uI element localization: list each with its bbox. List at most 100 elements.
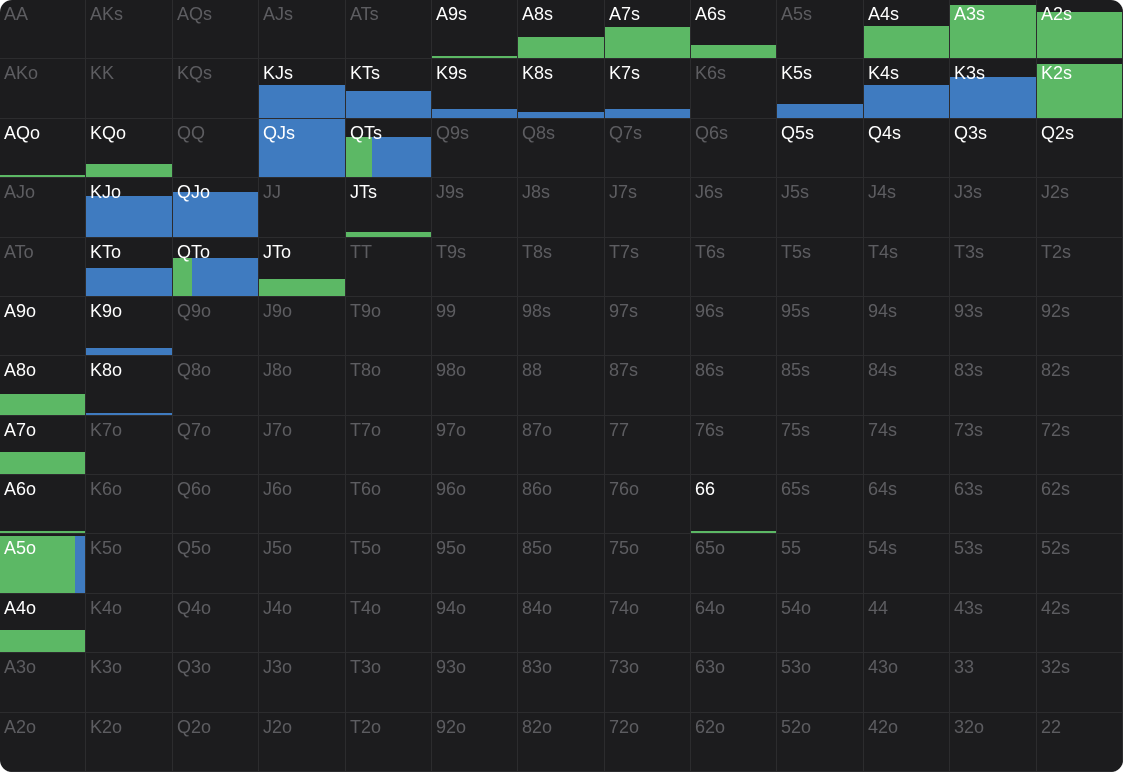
hand-cell-k3s[interactable]: K3s [950, 59, 1037, 119]
hand-cell-t4o[interactable]: T4o [346, 594, 432, 653]
hand-cell-qts[interactable]: QTs [346, 119, 432, 178]
hand-cell-j7s[interactable]: J7s [605, 178, 691, 238]
hand-cell-97s[interactable]: 97s [605, 297, 691, 356]
hand-cell-q7o[interactable]: Q7o [173, 416, 259, 475]
hand-cell-t7o[interactable]: T7o [346, 416, 432, 475]
hand-cell-kjo[interactable]: KJo [86, 178, 173, 238]
hand-cell-53o[interactable]: 53o [777, 653, 864, 713]
hand-cell-96s[interactable]: 96s [691, 297, 777, 356]
hand-cell-62s[interactable]: 62s [1037, 475, 1123, 534]
hand-cell-jts[interactable]: JTs [346, 178, 432, 238]
hand-cell-32s[interactable]: 32s [1037, 653, 1123, 713]
hand-cell-54s[interactable]: 54s [864, 534, 950, 594]
hand-cell-85o[interactable]: 85o [518, 534, 605, 594]
hand-cell-93s[interactable]: 93s [950, 297, 1037, 356]
hand-cell-aqs[interactable]: AQs [173, 0, 259, 59]
hand-cell-65o[interactable]: 65o [691, 534, 777, 594]
hand-cell-52o[interactable]: 52o [777, 713, 864, 772]
hand-cell-a5s[interactable]: A5s [777, 0, 864, 59]
hand-cell-84s[interactable]: 84s [864, 356, 950, 416]
hand-cell-jj[interactable]: JJ [259, 178, 346, 238]
hand-cell-q9s[interactable]: Q9s [432, 119, 518, 178]
hand-cell-t8o[interactable]: T8o [346, 356, 432, 416]
hand-cell-k8o[interactable]: K8o [86, 356, 173, 416]
hand-cell-54o[interactable]: 54o [777, 594, 864, 653]
hand-cell-k5s[interactable]: K5s [777, 59, 864, 119]
hand-cell-q6o[interactable]: Q6o [173, 475, 259, 534]
hand-cell-86o[interactable]: 86o [518, 475, 605, 534]
hand-cell-66[interactable]: 66 [691, 475, 777, 534]
hand-cell-q2s[interactable]: Q2s [1037, 119, 1123, 178]
hand-cell-j9s[interactable]: J9s [432, 178, 518, 238]
hand-cell-q2o[interactable]: Q2o [173, 713, 259, 772]
hand-cell-a8s[interactable]: A8s [518, 0, 605, 59]
hand-cell-t2o[interactable]: T2o [346, 713, 432, 772]
hand-cell-t9o[interactable]: T9o [346, 297, 432, 356]
hand-cell-t7s[interactable]: T7s [605, 238, 691, 297]
hand-cell-q7s[interactable]: Q7s [605, 119, 691, 178]
hand-cell-j6o[interactable]: J6o [259, 475, 346, 534]
hand-cell-k9o[interactable]: K9o [86, 297, 173, 356]
hand-cell-j7o[interactable]: J7o [259, 416, 346, 475]
hand-cell-j5s[interactable]: J5s [777, 178, 864, 238]
hand-cell-72s[interactable]: 72s [1037, 416, 1123, 475]
hand-cell-t5o[interactable]: T5o [346, 534, 432, 594]
hand-cell-k6o[interactable]: K6o [86, 475, 173, 534]
hand-cell-a9s[interactable]: A9s [432, 0, 518, 59]
hand-cell-t8s[interactable]: T8s [518, 238, 605, 297]
hand-cell-a6s[interactable]: A6s [691, 0, 777, 59]
hand-cell-43o[interactable]: 43o [864, 653, 950, 713]
hand-cell-94s[interactable]: 94s [864, 297, 950, 356]
hand-cell-74o[interactable]: 74o [605, 594, 691, 653]
hand-cell-kk[interactable]: KK [86, 59, 173, 119]
hand-cell-q9o[interactable]: Q9o [173, 297, 259, 356]
hand-cell-44[interactable]: 44 [864, 594, 950, 653]
hand-cell-a6o[interactable]: A6o [0, 475, 86, 534]
hand-cell-55[interactable]: 55 [777, 534, 864, 594]
hand-cell-96o[interactable]: 96o [432, 475, 518, 534]
hand-cell-a5o[interactable]: A5o [0, 534, 86, 594]
hand-cell-76s[interactable]: 76s [691, 416, 777, 475]
hand-cell-kqs[interactable]: KQs [173, 59, 259, 119]
hand-cell-87s[interactable]: 87s [605, 356, 691, 416]
hand-cell-72o[interactable]: 72o [605, 713, 691, 772]
hand-cell-j8o[interactable]: J8o [259, 356, 346, 416]
hand-cell-73o[interactable]: 73o [605, 653, 691, 713]
hand-cell-94o[interactable]: 94o [432, 594, 518, 653]
hand-cell-77[interactable]: 77 [605, 416, 691, 475]
hand-cell-a7s[interactable]: A7s [605, 0, 691, 59]
hand-cell-k3o[interactable]: K3o [86, 653, 173, 713]
hand-cell-ato[interactable]: ATo [0, 238, 86, 297]
hand-cell-95s[interactable]: 95s [777, 297, 864, 356]
hand-cell-43s[interactable]: 43s [950, 594, 1037, 653]
hand-cell-62o[interactable]: 62o [691, 713, 777, 772]
hand-cell-j3s[interactable]: J3s [950, 178, 1037, 238]
hand-cell-q5s[interactable]: Q5s [777, 119, 864, 178]
hand-cell-97o[interactable]: 97o [432, 416, 518, 475]
hand-cell-65s[interactable]: 65s [777, 475, 864, 534]
hand-cell-q4s[interactable]: Q4s [864, 119, 950, 178]
hand-cell-aa[interactable]: AA [0, 0, 86, 59]
hand-cell-98o[interactable]: 98o [432, 356, 518, 416]
hand-cell-k7o[interactable]: K7o [86, 416, 173, 475]
hand-cell-jto[interactable]: JTo [259, 238, 346, 297]
hand-cell-qjs[interactable]: QJs [259, 119, 346, 178]
hand-cell-q3o[interactable]: Q3o [173, 653, 259, 713]
hand-cell-j4o[interactable]: J4o [259, 594, 346, 653]
hand-cell-q6s[interactable]: Q6s [691, 119, 777, 178]
hand-cell-t6o[interactable]: T6o [346, 475, 432, 534]
hand-cell-q3s[interactable]: Q3s [950, 119, 1037, 178]
hand-cell-tt[interactable]: TT [346, 238, 432, 297]
hand-cell-42o[interactable]: 42o [864, 713, 950, 772]
hand-cell-64s[interactable]: 64s [864, 475, 950, 534]
hand-cell-83o[interactable]: 83o [518, 653, 605, 713]
hand-cell-a3o[interactable]: A3o [0, 653, 86, 713]
hand-cell-qq[interactable]: QQ [173, 119, 259, 178]
hand-cell-t3o[interactable]: T3o [346, 653, 432, 713]
hand-cell-k8s[interactable]: K8s [518, 59, 605, 119]
hand-cell-j5o[interactable]: J5o [259, 534, 346, 594]
hand-cell-k4o[interactable]: K4o [86, 594, 173, 653]
hand-cell-a9o[interactable]: A9o [0, 297, 86, 356]
hand-cell-82s[interactable]: 82s [1037, 356, 1123, 416]
hand-cell-a2s[interactable]: A2s [1037, 0, 1123, 59]
